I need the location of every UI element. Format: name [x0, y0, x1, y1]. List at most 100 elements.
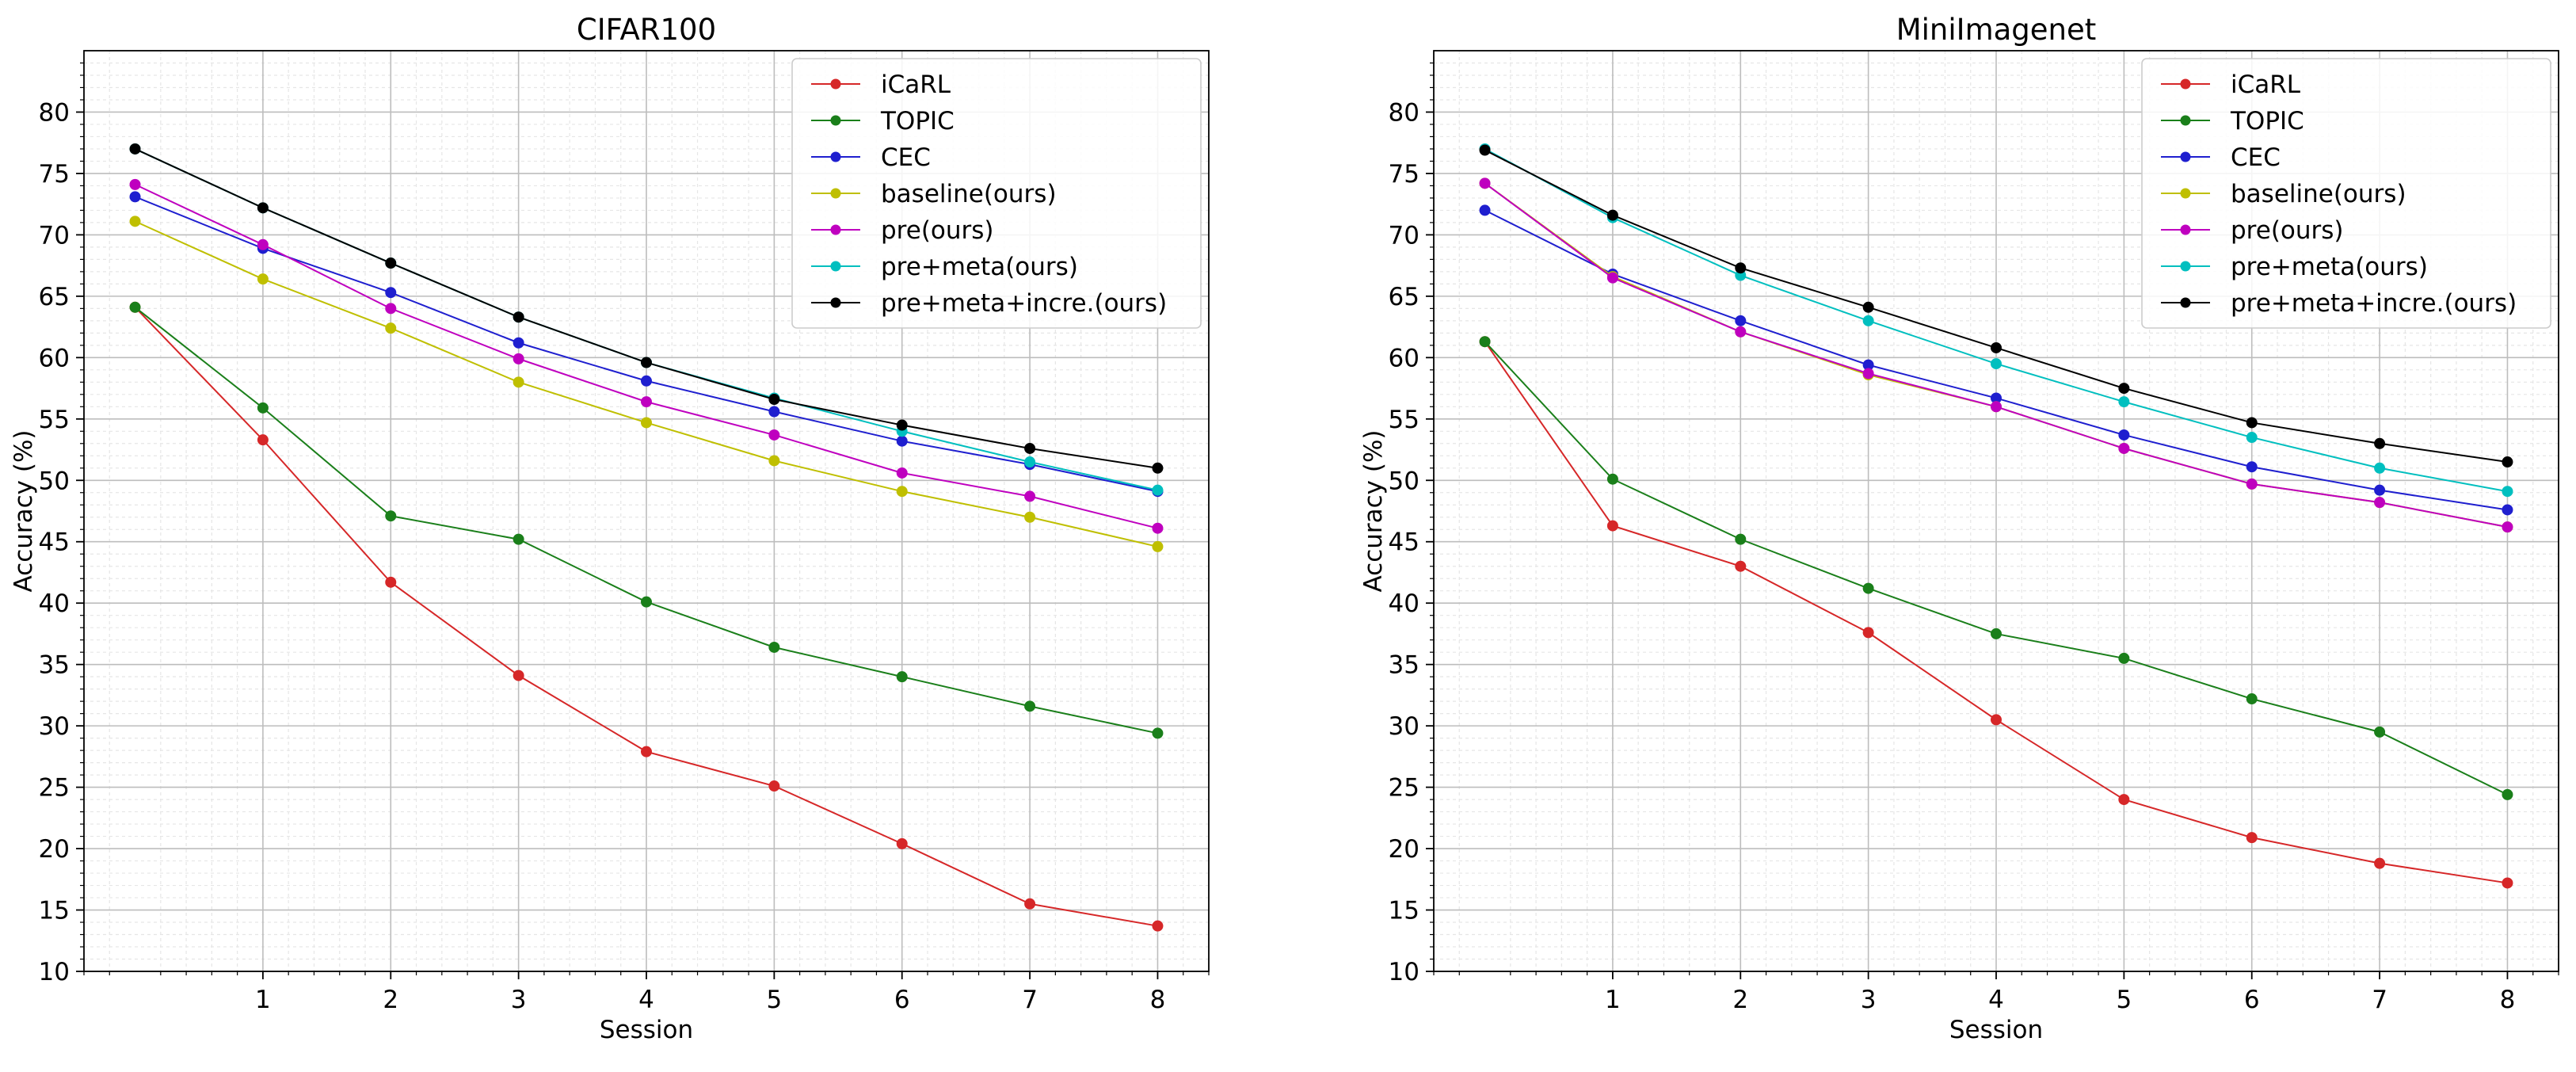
data-point	[1024, 898, 1036, 910]
y-tick-label: 65	[1389, 283, 1419, 311]
x-tick-label: 4	[638, 986, 654, 1014]
series-TOPIC	[129, 301, 1164, 739]
legend-label: iCaRL	[2231, 71, 2301, 99]
legend-label: baseline(ours)	[881, 180, 1057, 208]
x-tick-label: 4	[1988, 986, 2004, 1014]
chart-title: CIFAR100	[577, 13, 716, 47]
y-tick-label: 65	[39, 283, 70, 311]
data-point	[2374, 484, 2386, 496]
data-point	[1862, 582, 1874, 594]
data-point	[1024, 700, 1036, 712]
data-point	[385, 258, 397, 269]
series-pre(ours)	[1479, 177, 2513, 533]
data-point	[513, 353, 524, 364]
y-tick-label: 80	[39, 98, 70, 127]
data-point	[257, 238, 269, 250]
y-tick-label: 55	[1389, 406, 1419, 434]
legend-marker	[830, 297, 841, 308]
y-tick-label: 40	[1389, 589, 1419, 618]
data-point	[2246, 478, 2258, 490]
data-point	[385, 576, 397, 588]
legend-label: pre+meta(ours)	[881, 253, 1078, 281]
data-point	[385, 303, 397, 315]
legend-marker	[2180, 297, 2191, 308]
legend-marker	[830, 224, 841, 235]
legend-label: pre(ours)	[2231, 216, 2344, 245]
legend-marker	[2180, 224, 2191, 235]
series-baseline(ours)	[129, 216, 1164, 552]
data-point	[768, 641, 780, 653]
y-tick-label: 45	[1389, 528, 1419, 557]
data-point	[896, 435, 908, 447]
data-point	[1991, 341, 2002, 353]
y-tick-label: 20	[39, 835, 70, 864]
data-point	[2118, 794, 2130, 806]
data-point	[2374, 857, 2386, 869]
data-point	[641, 417, 652, 429]
data-point	[513, 337, 524, 349]
data-point	[513, 533, 524, 545]
data-point	[1735, 533, 1747, 545]
legend-marker	[830, 115, 841, 126]
data-point	[385, 510, 397, 522]
data-point	[1991, 714, 2002, 726]
legend-label: CEC	[2231, 143, 2281, 172]
data-point	[2502, 456, 2513, 468]
data-point	[1152, 522, 1164, 534]
data-point	[513, 376, 524, 388]
x-axis-label: Session	[600, 1016, 693, 1044]
y-tick-label: 80	[1389, 98, 1419, 127]
x-tick-label: 6	[2244, 986, 2260, 1014]
data-point	[1735, 262, 1747, 274]
data-point	[1152, 462, 1164, 474]
data-point	[1735, 315, 1747, 326]
y-tick-label: 30	[1389, 712, 1419, 741]
series-pre+meta+incre.(ours)	[129, 143, 1164, 474]
legend: iCaRL TOPIC CEC baseline(ours) pre(ours) pre+…	[791, 58, 1202, 329]
data-point	[768, 406, 780, 418]
legend: iCaRL TOPIC CEC baseline(ours) pre(ours) pre+…	[2141, 58, 2551, 329]
y-tick-label: 10	[1389, 958, 1419, 986]
data-point	[768, 780, 780, 792]
data-point	[2502, 521, 2513, 533]
data-point	[641, 596, 652, 608]
x-tick-label: 2	[1732, 986, 1748, 1014]
y-tick-label: 30	[39, 712, 70, 741]
data-point	[1862, 368, 1874, 380]
data-point	[257, 402, 269, 414]
legend-marker	[2180, 115, 2191, 126]
legend-marker	[830, 78, 841, 90]
data-point	[768, 455, 780, 467]
data-point	[2374, 497, 2386, 509]
y-tick-label: 35	[1389, 651, 1419, 680]
data-point	[2118, 442, 2130, 454]
series-iCaRL	[129, 301, 1164, 932]
data-point	[1991, 401, 2002, 413]
data-point	[1152, 540, 1164, 552]
legend-label: TOPIC	[880, 107, 955, 135]
y-tick-label: 15	[1389, 897, 1419, 925]
legend-marker	[830, 151, 841, 162]
data-point	[2246, 432, 2258, 444]
y-tick-label: 25	[39, 774, 70, 803]
data-point	[129, 143, 141, 155]
data-point	[1606, 209, 1618, 221]
data-point	[513, 670, 524, 681]
data-point	[896, 837, 908, 849]
y-axis-label: Accuracy (%)	[1359, 429, 1388, 592]
data-point	[641, 746, 652, 757]
x-tick-label: 3	[1861, 986, 1877, 1014]
x-tick-label: 5	[766, 986, 782, 1014]
y-tick-label: 20	[1389, 835, 1419, 864]
data-point	[2118, 429, 2130, 441]
data-point	[768, 394, 780, 406]
data-point	[1991, 358, 2002, 370]
data-point	[2502, 788, 2513, 800]
x-tick-label: 8	[1150, 986, 1166, 1014]
legend-label: CEC	[881, 143, 931, 172]
x-tick-label: 1	[255, 986, 271, 1014]
x-tick-label: 7	[1022, 986, 1038, 1014]
data-point	[896, 671, 908, 683]
